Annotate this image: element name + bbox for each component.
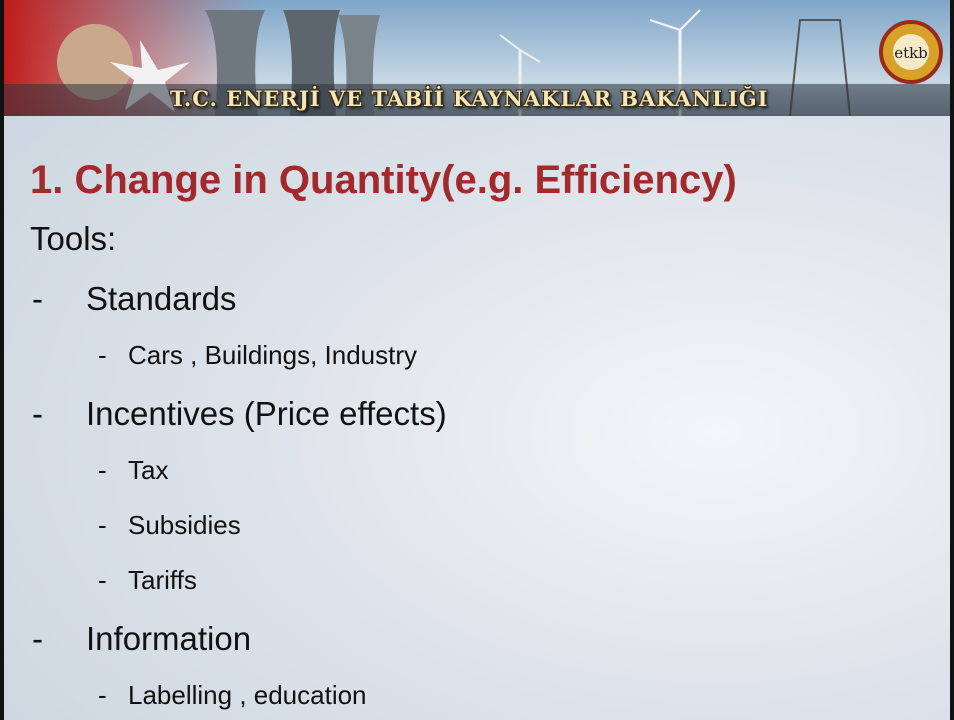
bullet-item-text: Standards <box>86 280 236 318</box>
sub-item-text: Labelling , education <box>128 680 367 711</box>
bullet-item-text: Information <box>86 620 251 658</box>
banner-text: T.C. ENERJİ VE TABİİ KAYNAKLAR BAKANLIĞI <box>170 86 870 111</box>
slide-title: 1. Change in Quantity(e.g. Efficiency) <box>30 158 737 203</box>
bullet-marker: - <box>98 680 107 711</box>
sub-item-text: Cars , Buildings, Industry <box>128 340 417 371</box>
bullet-marker: - <box>98 455 107 486</box>
logo-text: etkb <box>889 44 933 62</box>
bullet-marker: - <box>98 510 107 541</box>
bullet-marker: - <box>32 280 43 318</box>
bullet-marker: - <box>98 340 107 371</box>
sub-item-text: Tax <box>128 455 168 486</box>
bullet-marker: - <box>32 395 43 433</box>
bullet-marker: - <box>32 620 43 658</box>
intro-text: Tools: <box>30 220 116 258</box>
sub-item-text: Subsidies <box>128 510 241 541</box>
slide: T.C. ENERJİ VE TABİİ KAYNAKLAR BAKANLIĞI… <box>0 0 954 720</box>
sub-item-text: Tariffs <box>128 565 197 596</box>
bullet-item-text: Incentives (Price effects) <box>86 395 447 433</box>
bullet-marker: - <box>98 565 107 596</box>
